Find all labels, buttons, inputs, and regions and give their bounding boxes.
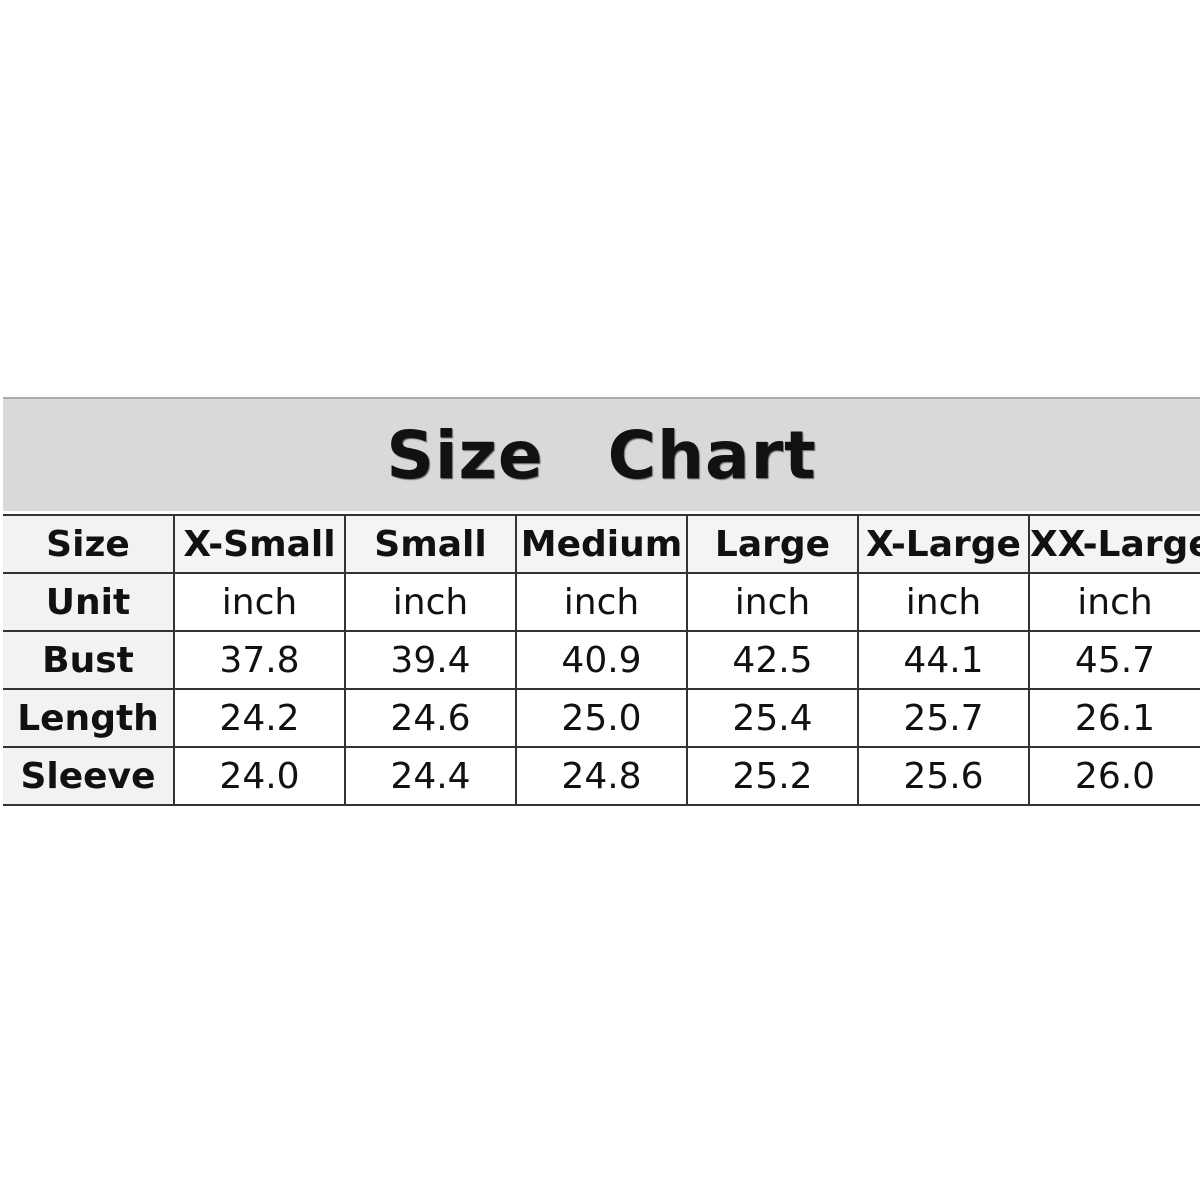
row-label: Length (3, 688, 174, 748)
size-table: Size X-Small Small Medium Large X-Large XX-Lar… (3, 514, 1200, 806)
table-row: Bust 37.8 39.4 40.9 42.5 44.1 45.7 (3, 630, 1200, 690)
column-header: Large (686, 514, 858, 574)
row-label: Sleeve (3, 746, 174, 806)
row-label: Bust (3, 630, 174, 690)
table-cell: 26.1 (1028, 688, 1200, 748)
table-cell: 25.7 (857, 688, 1029, 748)
table-cell: 24.6 (344, 688, 516, 748)
table-cell: 42.5 (686, 630, 858, 690)
table-cell: inch (173, 572, 345, 632)
table-cell: 24.0 (173, 746, 345, 806)
table-cell: 45.7 (1028, 630, 1200, 690)
table-row: Unit inch inch inch inch inch inch (3, 572, 1200, 632)
column-header: X-Small (173, 514, 345, 574)
table-cell: 25.2 (686, 746, 858, 806)
table-cell: 37.8 (173, 630, 345, 690)
column-header: XX-Large (1028, 514, 1200, 574)
title-band: Size Chart (3, 397, 1200, 511)
chart-title: Size Chart (386, 416, 817, 494)
table-header-row: Size X-Small Small Medium Large X-Large XX-Lar… (3, 514, 1200, 574)
table-cell: 24.4 (344, 746, 516, 806)
column-header: Medium (515, 514, 687, 574)
table-cell: inch (686, 572, 858, 632)
table-cell: inch (857, 572, 1029, 632)
column-header: Size (3, 514, 174, 574)
column-header: X-Large (857, 514, 1029, 574)
table-cell: 25.0 (515, 688, 687, 748)
table-cell: 24.8 (515, 746, 687, 806)
size-chart: Size Chart Size X-Small Small Medium Large X-… (3, 397, 1200, 806)
table-cell: 25.4 (686, 688, 858, 748)
table-row: Sleeve 24.0 24.4 24.8 25.2 25.6 26.0 (3, 746, 1200, 806)
table-cell: inch (344, 572, 516, 632)
column-header: Small (344, 514, 516, 574)
table-cell: inch (515, 572, 687, 632)
table-row: Length 24.2 24.6 25.0 25.4 25.7 26.1 (3, 688, 1200, 748)
table-cell: 24.2 (173, 688, 345, 748)
table-cell: 39.4 (344, 630, 516, 690)
table-cell: inch (1028, 572, 1200, 632)
table-cell: 44.1 (857, 630, 1029, 690)
table-cell: 40.9 (515, 630, 687, 690)
row-label: Unit (3, 572, 174, 632)
table-cell: 25.6 (857, 746, 1029, 806)
table-cell: 26.0 (1028, 746, 1200, 806)
